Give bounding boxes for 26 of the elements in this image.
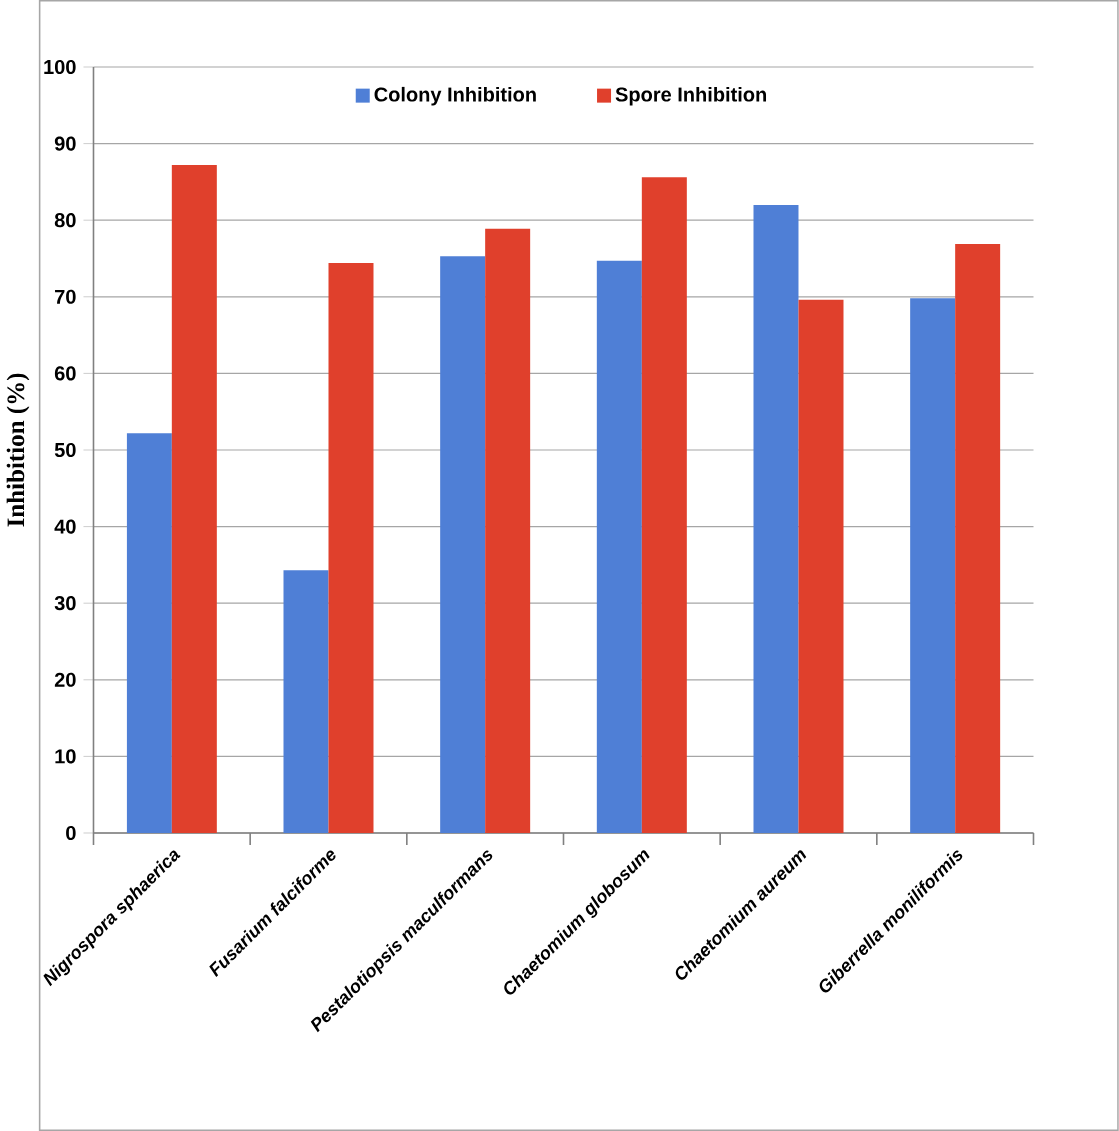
bar: [753, 204, 799, 833]
y-tick-label: 40: [54, 519, 76, 534]
bar: [440, 256, 486, 833]
y-tick-label: 20: [54, 672, 76, 687]
y-tick-label: 50: [54, 442, 76, 458]
y-tick-label: 100: [44, 59, 76, 75]
y-tick-label: 60: [54, 366, 76, 381]
bar: [126, 433, 172, 833]
legend-label: Spore Inhibition: [615, 86, 767, 106]
y-tick-label: 10: [55, 749, 76, 764]
bar: [171, 165, 217, 833]
y-tick-label: 80: [54, 213, 76, 228]
y-axis-title: Inhibition (%): [6, 373, 30, 527]
bar: [955, 243, 1001, 833]
bar: [641, 177, 687, 833]
y-tick-label: 90: [54, 136, 76, 151]
bar: [283, 570, 329, 833]
legend-label: Colony Inhibition: [374, 86, 536, 106]
y-tick-label: 30: [54, 596, 76, 611]
bar: [485, 228, 531, 833]
bar: [798, 299, 844, 833]
y-tick-label: 0: [66, 825, 76, 841]
bar: [328, 263, 374, 833]
bar: [910, 298, 956, 833]
bar: [596, 260, 642, 833]
y-tick-label: 70: [55, 289, 76, 304]
